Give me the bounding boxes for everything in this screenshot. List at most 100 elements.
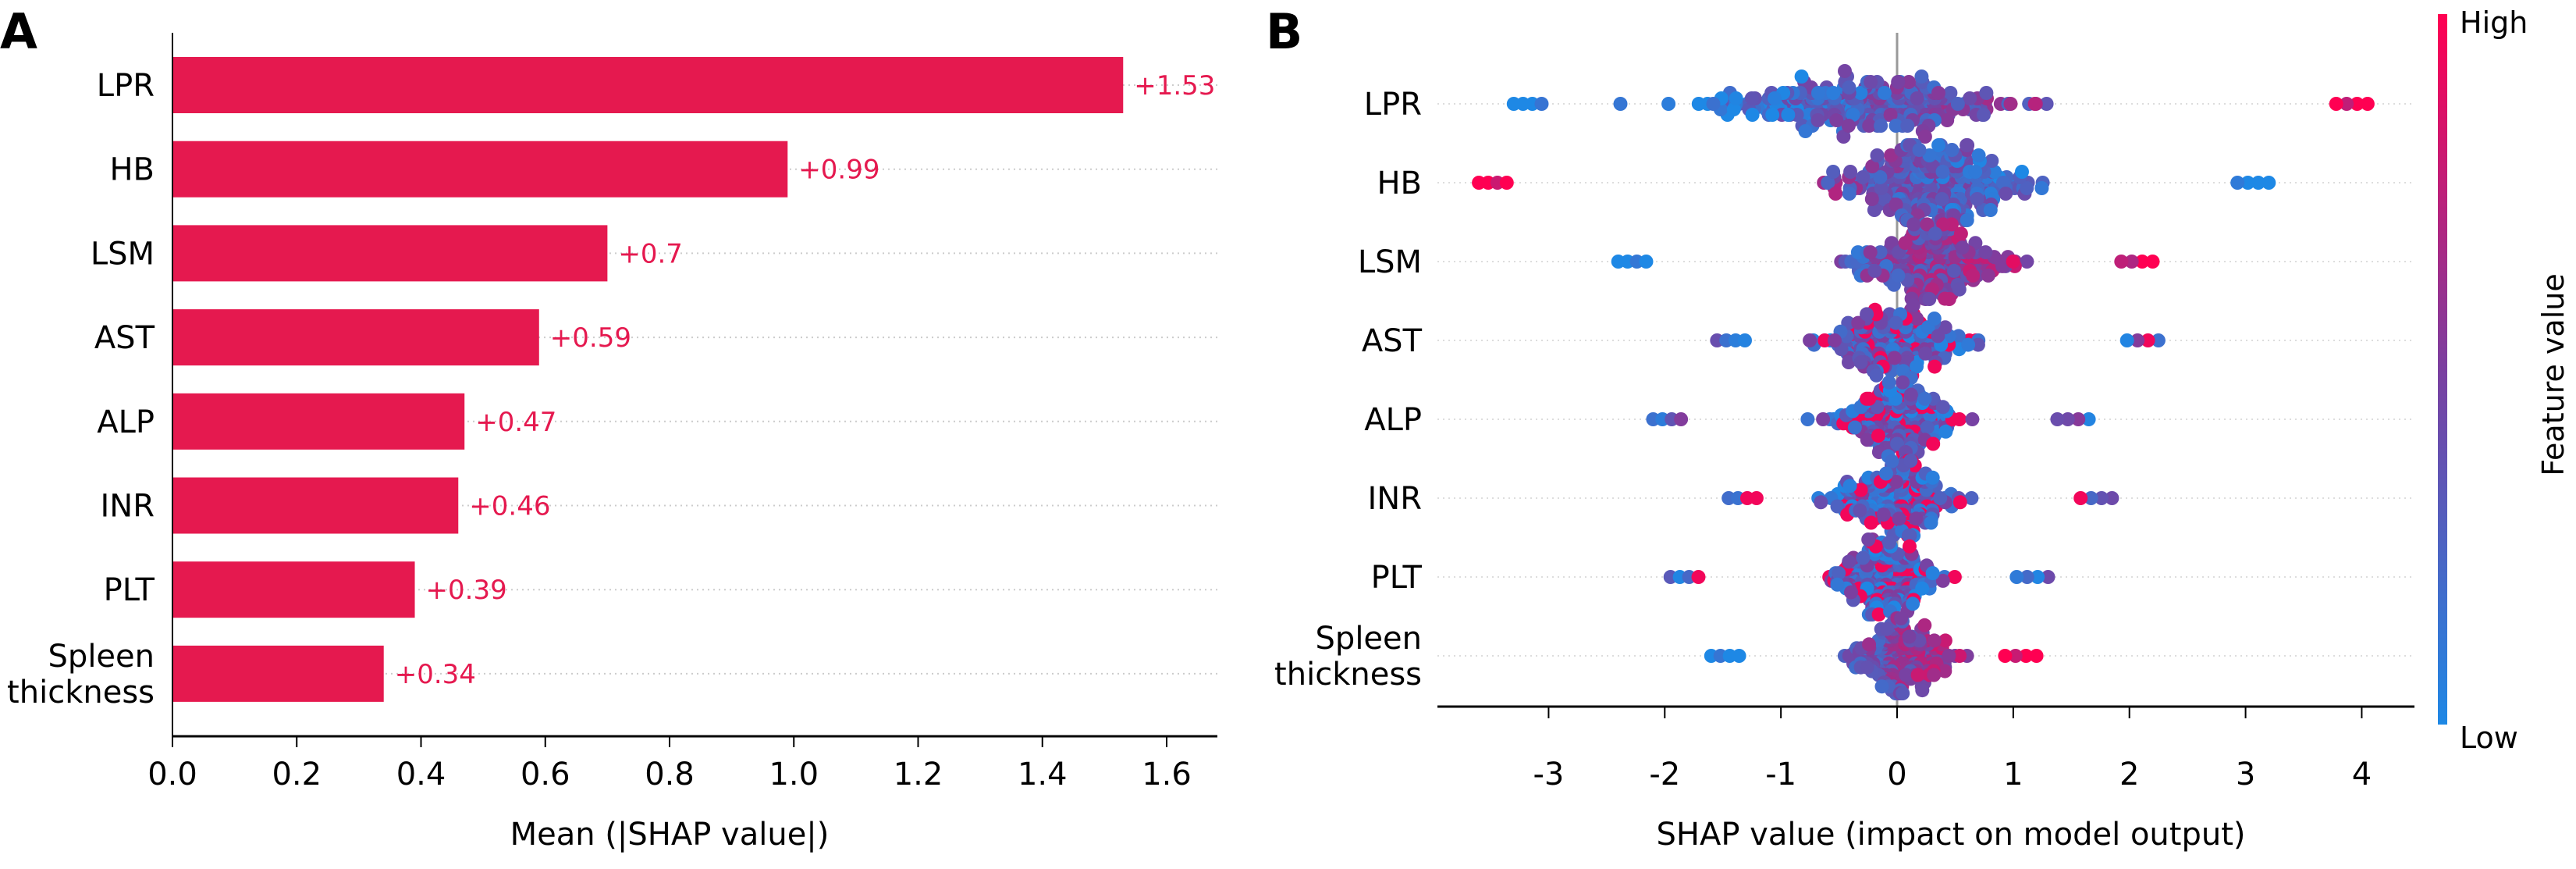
- shap-point: [1865, 159, 1880, 173]
- shap-point: [2130, 333, 2145, 347]
- a-x-axis-title: Mean (|SHAP value|): [510, 817, 830, 853]
- shap-point: [1961, 337, 1976, 352]
- shap-point: [1847, 420, 1862, 435]
- shap-point: [2020, 181, 2034, 195]
- shap-point: [1882, 535, 1896, 550]
- shap-point: [1936, 217, 1951, 232]
- panel-b-letter: B: [1266, 3, 1302, 60]
- shap-point: [1892, 511, 1906, 526]
- shap-point: [1891, 75, 1906, 89]
- shap-point: [1765, 108, 1780, 122]
- a-value-labels: +1.53 +0.99 +0.7 +0.59 +0.47 +0.46 +0.39 +0.34: [395, 70, 1216, 690]
- shap-point: [1836, 130, 1851, 144]
- b-category-label: LSM: [1358, 244, 1422, 280]
- a-category-label: Spleen thickness: [7, 639, 155, 711]
- shap-point: [2081, 412, 2096, 426]
- shap-point: [1781, 108, 1796, 122]
- shap-point: [1977, 108, 1991, 122]
- shap-point: [1938, 664, 1952, 678]
- shap-point: [1931, 86, 1945, 100]
- shap-point: [1955, 240, 1970, 255]
- shap-point: [2050, 412, 2065, 426]
- shap-point: [1814, 495, 1828, 510]
- shap-point: [1499, 176, 1514, 190]
- shap-point: [1870, 148, 1885, 162]
- shap-point: [1874, 679, 1889, 694]
- shap-point: [1885, 454, 1899, 468]
- shap-point: [1964, 491, 1979, 505]
- shap-point: [1971, 148, 1986, 162]
- shap-point: [1966, 268, 1981, 283]
- shap-point: [1732, 649, 1746, 663]
- a-category-label: HB: [109, 152, 155, 188]
- shap-point: [1917, 130, 1932, 144]
- shap-point: [1938, 424, 1953, 439]
- shap-point: [2027, 97, 2042, 111]
- a-x-tick-label: 1.6: [1142, 757, 1192, 792]
- shap-point: [1869, 368, 1884, 383]
- shap-point: [1903, 454, 1918, 468]
- shap-point: [1853, 503, 1867, 518]
- shap-point: [1900, 119, 1915, 133]
- shap-point: [1846, 108, 1860, 122]
- shap-point: [1830, 499, 1845, 514]
- shap-point: [1896, 686, 1910, 700]
- panel-a-letter: A: [0, 3, 37, 60]
- bar-value-label: +1.53: [1134, 70, 1215, 102]
- bar-value-label: +0.99: [798, 155, 879, 186]
- shap-point: [1940, 113, 1955, 127]
- shap-point: [1853, 86, 1868, 100]
- shap-point: [1534, 97, 1549, 111]
- bar-value-label: +0.39: [426, 575, 507, 606]
- shap-point: [1842, 355, 1856, 369]
- shap-point: [1726, 102, 1741, 116]
- b-x-axis-title: SHAP value (impact on model output): [1657, 817, 2246, 853]
- shap-point: [1826, 165, 1841, 179]
- shap-point: [1935, 573, 1950, 588]
- shap-point: [1841, 119, 1856, 133]
- shap-point: [1953, 226, 1968, 241]
- shap-point: [1926, 436, 1941, 451]
- shap-point: [2084, 491, 2098, 505]
- panel-a-bar-chart: A +1.53 +0.99 +0.7 +0.59 +0.47 +0.46 +0.39 +0.3…: [0, 3, 1217, 853]
- shap-point: [1927, 312, 1942, 326]
- shap-point: [1842, 479, 1857, 493]
- shap-point: [1860, 391, 1874, 406]
- a-category-label: LSM: [91, 236, 155, 272]
- b-category-label: Spleen thickness: [1274, 621, 1422, 693]
- shap-point: [1838, 64, 1852, 78]
- a-category-label: AST: [94, 320, 155, 356]
- shap-point: [2119, 333, 2134, 347]
- shap-point: [2151, 333, 2166, 347]
- shap-point: [1860, 307, 1874, 322]
- shap-point: [1984, 154, 1999, 168]
- bar-lsm: [172, 225, 608, 282]
- bar-spleen-thickness: [172, 645, 384, 702]
- b-category-label: LPR: [1364, 87, 1422, 123]
- shap-point: [1828, 187, 1843, 201]
- shap-point: [2031, 570, 2045, 584]
- shap-point: [1978, 245, 1993, 260]
- shap-point: [2135, 255, 2150, 269]
- shap-point: [1925, 470, 1940, 485]
- shap-point: [1798, 124, 1813, 138]
- shap-point: [1945, 143, 1960, 157]
- shap-point: [1906, 597, 1920, 611]
- a-x-tick-label: 1.0: [769, 757, 819, 792]
- b-x-ticks: -3 -2 -1 0 1 2 3 4: [1533, 707, 2372, 792]
- shap-point: [2329, 97, 2343, 111]
- shap-point: [1935, 165, 1950, 179]
- shap-point: [1862, 119, 1877, 133]
- shap-point: [1968, 165, 1983, 179]
- shap-point: [1896, 375, 1910, 390]
- shap-point: [2009, 570, 2024, 584]
- shap-point: [2141, 333, 2155, 347]
- shap-point: [1952, 282, 1967, 297]
- shap-point: [1998, 649, 2013, 663]
- shap-point: [1768, 91, 1782, 105]
- shap-point: [1794, 69, 1809, 84]
- shap-point: [1829, 113, 1844, 127]
- bar-hb: [172, 141, 788, 198]
- shap-point: [1894, 611, 1909, 625]
- b-category-label: HB: [1377, 166, 1422, 201]
